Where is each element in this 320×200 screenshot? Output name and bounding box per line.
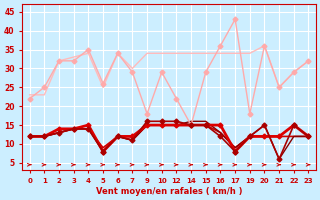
X-axis label: Vent moyen/en rafales ( km/h ): Vent moyen/en rafales ( km/h ) — [96, 187, 242, 196]
